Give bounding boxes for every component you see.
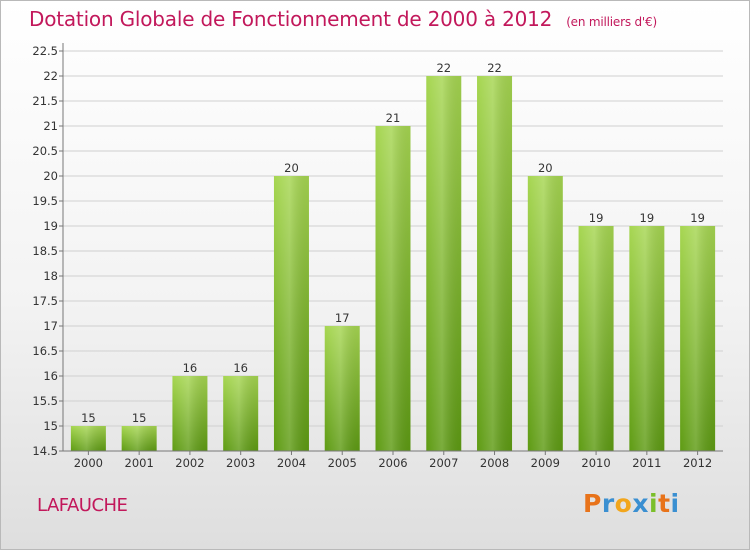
y-tick-label: 17.5 [32, 294, 58, 308]
data-label: 17 [335, 311, 350, 325]
data-label: 16 [233, 361, 248, 375]
logo-letter: i [670, 489, 680, 518]
y-tick-label: 18.5 [32, 244, 58, 258]
logo-letter: i [649, 489, 659, 518]
bar-shine [426, 76, 462, 451]
data-label: 19 [690, 211, 705, 225]
bar-shine [680, 226, 716, 451]
bar-shine [375, 126, 411, 451]
bar-shine [172, 376, 208, 451]
logo-letter: t [658, 489, 671, 518]
unit-label: (en milliers d'€) [566, 15, 657, 29]
bar-shine [273, 176, 309, 451]
proxiti-logo: Proxiti [583, 489, 680, 518]
y-tick-label: 20.5 [32, 144, 58, 158]
y-tick-label: 18 [43, 269, 58, 283]
bar-shine [223, 376, 259, 451]
x-tick-label: 2006 [378, 456, 407, 470]
logo-letter: r [601, 489, 615, 518]
bar-shine [527, 176, 563, 451]
x-tick-label: 2005 [328, 456, 357, 470]
y-tick-label: 17 [43, 319, 58, 333]
data-label: 21 [386, 111, 401, 125]
bar-shine [324, 326, 360, 451]
x-tick-label: 2007 [429, 456, 458, 470]
axes: 14.5 15 15.5 16 16.5 17 17.5 18 18.5 19 19.5 20 20.5… [32, 43, 723, 470]
x-tick-label: 2010 [581, 456, 610, 470]
y-tick-label: 15.5 [32, 394, 58, 408]
y-tick-label: 15 [43, 419, 58, 433]
commune-name: LAFAUCHE [37, 495, 128, 516]
data-label: 15 [132, 411, 147, 425]
bar-shine [70, 426, 106, 451]
data-label: 20 [538, 161, 553, 175]
bar-shine [629, 226, 665, 451]
data-label: 20 [284, 161, 299, 175]
x-tick-label: 2002 [175, 456, 204, 470]
y-tick-label: 22 [43, 69, 58, 83]
x-tick-label: 2008 [480, 456, 509, 470]
x-tick-label: 2000 [74, 456, 103, 470]
data-label: 19 [589, 211, 604, 225]
y-tick-label: 21 [43, 119, 58, 133]
y-tick-label: 19 [43, 219, 58, 233]
logo-letter: P [583, 489, 602, 518]
bars: 15 15 16 16 20 17 21 22 22 20 19 19 19 [70, 61, 716, 451]
x-tick-label: 2003 [226, 456, 255, 470]
x-tick-label: 2012 [683, 456, 712, 470]
logo-letter: o [614, 489, 633, 518]
data-label: 15 [81, 411, 96, 425]
y-tick-label: 21.5 [32, 94, 58, 108]
y-tick-label: 22.5 [32, 44, 58, 58]
title-text: Dotation Globale de Fonctionnement de 20… [29, 7, 553, 31]
data-label: 19 [640, 211, 655, 225]
x-tick-label: 2004 [277, 456, 306, 470]
data-label: 22 [436, 61, 451, 75]
chart-title: Dotation Globale de Fonctionnement de 20… [29, 7, 657, 31]
y-tick-label: 14.5 [32, 444, 58, 458]
y-tick-label: 16 [43, 369, 58, 383]
data-label: 22 [487, 61, 502, 75]
bar-shine [477, 76, 513, 451]
bar-shine [578, 226, 614, 451]
logo-letter: x [632, 489, 649, 518]
x-tick-label: 2011 [632, 456, 661, 470]
bar-shine [121, 426, 157, 451]
x-tick-label: 2009 [531, 456, 560, 470]
data-label: 16 [183, 361, 198, 375]
y-tick-label: 20 [43, 169, 58, 183]
y-tick-label: 19.5 [32, 194, 58, 208]
x-tick-label: 2001 [125, 456, 154, 470]
y-tick-label: 16.5 [32, 344, 58, 358]
